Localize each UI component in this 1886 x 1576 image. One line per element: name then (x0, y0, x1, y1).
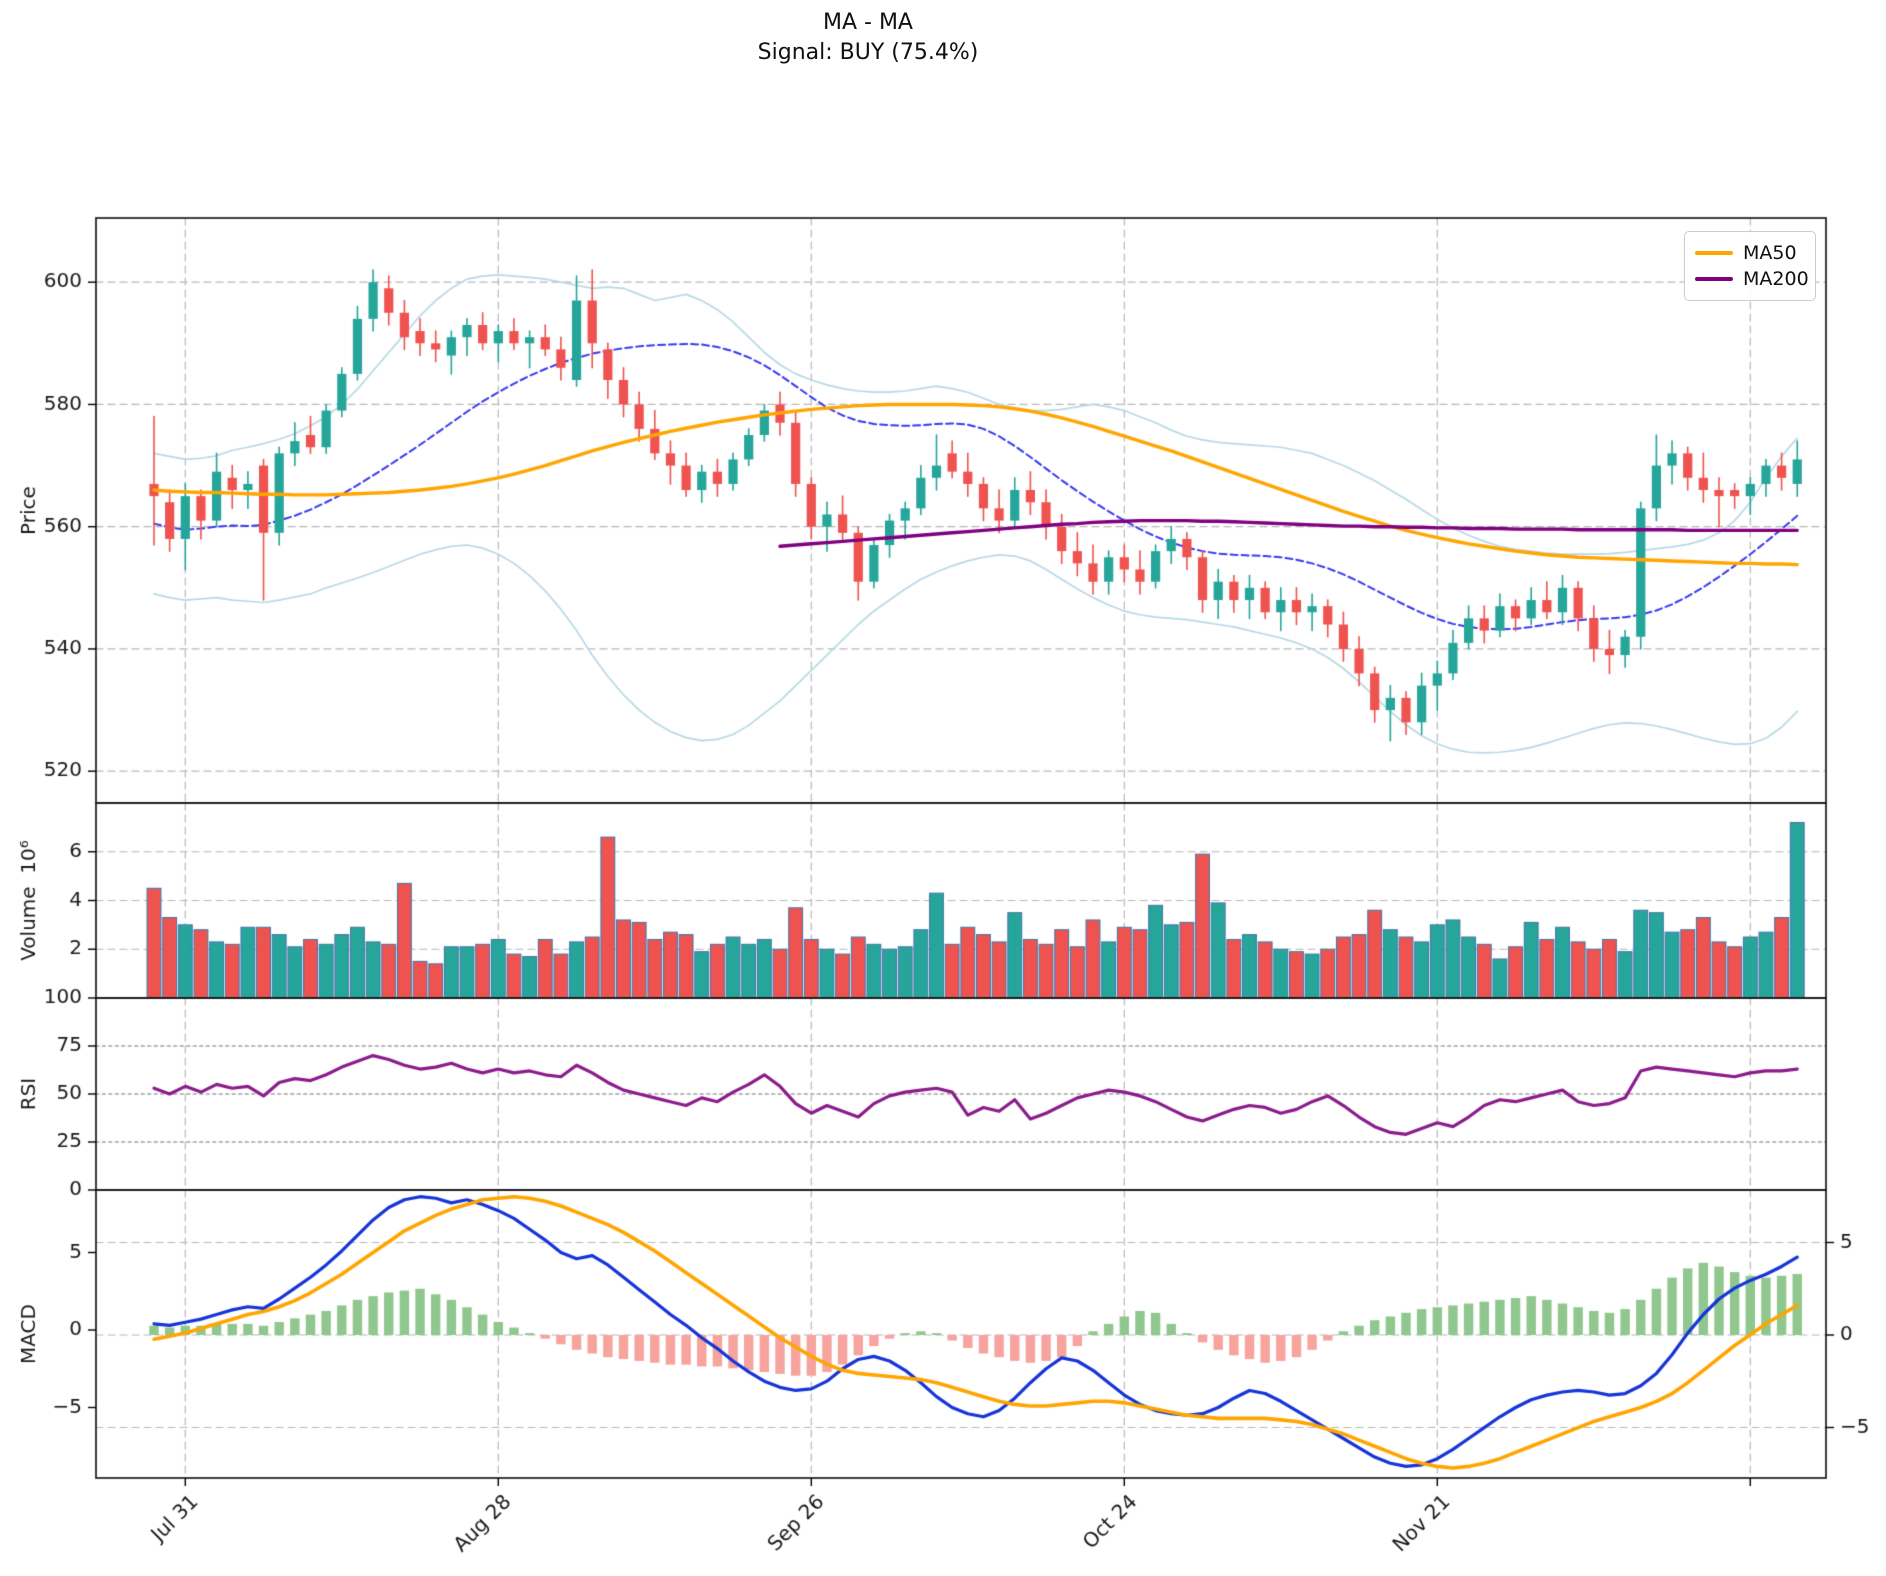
legend-label-ma200: MA200 (1743, 268, 1809, 290)
legend: MA50 MA200 (1684, 231, 1816, 301)
ma50-line-icon (1695, 251, 1733, 255)
legend-item-ma200: MA200 (1695, 266, 1809, 292)
chart-title-line2: Signal: BUY (75.4%) (757, 39, 979, 65)
ma200-line-icon (1695, 277, 1733, 281)
legend-item-ma50: MA50 (1695, 240, 1805, 266)
chart-title: MA - MA Signal: BUY (75.4%) (758, 8, 979, 67)
legend-label-ma50: MA50 (1743, 242, 1797, 264)
chart-title-line1: MA - MA (822, 10, 913, 35)
